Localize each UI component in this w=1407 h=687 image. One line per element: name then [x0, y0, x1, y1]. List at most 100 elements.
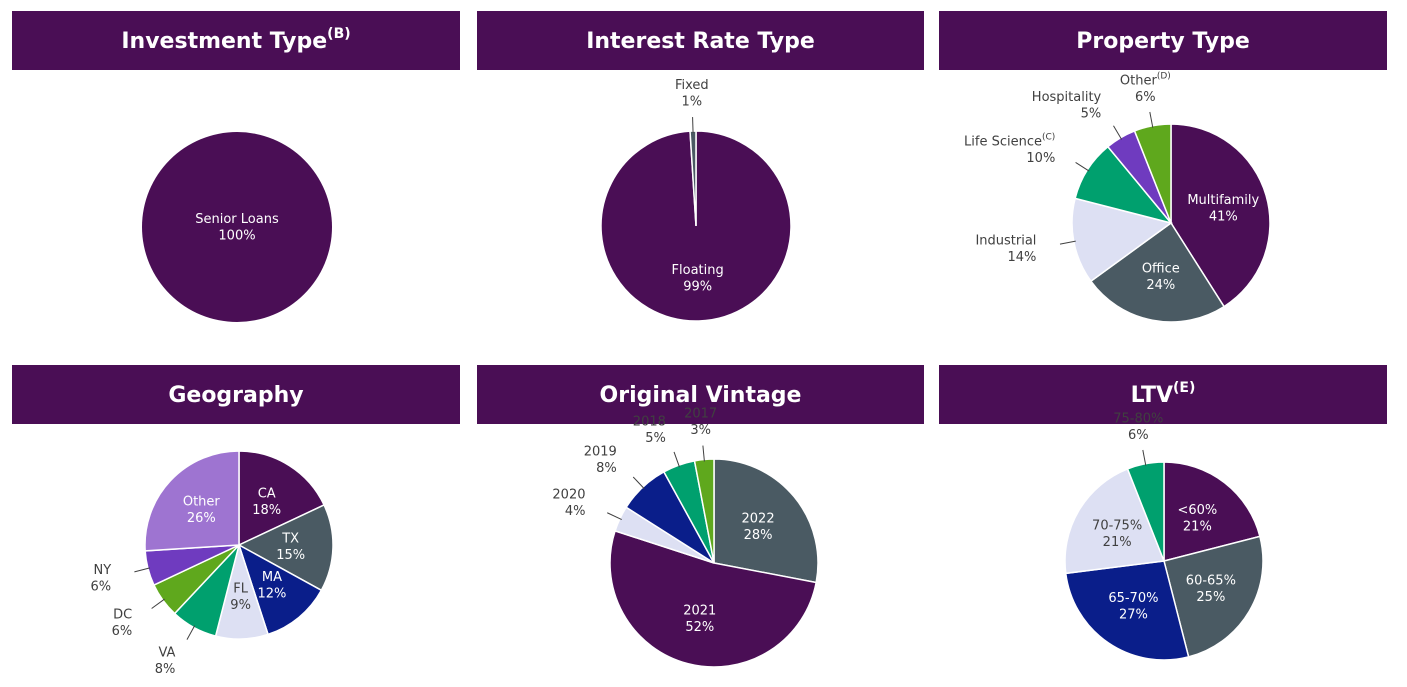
category-name: Other [1120, 73, 1158, 88]
leader-line [607, 512, 622, 521]
slice-label: Multifamily [1187, 192, 1259, 207]
leader-line [692, 117, 694, 134]
category-note: (C) [1042, 132, 1055, 142]
leader-line [151, 598, 165, 609]
value-label: 6% [1135, 90, 1156, 105]
value-label: 28% [744, 528, 773, 543]
value-label: 8% [155, 662, 176, 677]
slice-label: Industrial [975, 233, 1036, 248]
chart-panel: Investment Type(B) Senior Loans 100% [12, 11, 460, 322]
slice-label: Hospitality [1032, 90, 1102, 105]
pie-slice [1064, 467, 1166, 575]
leader-line [134, 567, 151, 573]
slice-label: 60-65% [1186, 573, 1236, 588]
category-name: NY [93, 562, 111, 577]
chart-panel: Interest Rate Type Floating 99% Fixed 1% [477, 11, 924, 322]
value-label: 18% [252, 503, 281, 518]
slice-label: DC [113, 607, 132, 622]
value-label: 6% [1128, 428, 1149, 443]
value-label: 24% [1146, 278, 1175, 293]
title-note: (E) [1173, 380, 1195, 396]
slice-label: Floating [672, 263, 724, 278]
value-label: 6% [112, 624, 133, 639]
chart-panel: Original Vintage 2022 28% 2021 52% 2020 4% 2019… [477, 365, 924, 668]
category-name: Fixed [675, 78, 709, 93]
pie-slice [713, 458, 819, 584]
panel-header [12, 365, 460, 424]
value-label: 14% [1008, 250, 1037, 265]
value-label: 1% [682, 95, 703, 110]
value-label: 4% [565, 504, 586, 519]
value-label: 21% [1183, 519, 1212, 534]
category-name: Hospitality [1032, 90, 1102, 105]
title-text: Interest Rate Type [586, 29, 815, 54]
chart-title: Original Vintage [600, 383, 802, 408]
chart-panel: GeographyCA18%TX15%MA12%FL9%VA8%DC6%NY6%… [12, 365, 460, 677]
value-label: 26% [187, 511, 216, 526]
pie-slice [238, 450, 326, 547]
category-name: Life Science [964, 134, 1042, 149]
value-label: 10% [1026, 151, 1055, 166]
pie-slice [609, 529, 818, 668]
pie-slice [1163, 461, 1261, 562]
value-label: 5% [1081, 107, 1102, 122]
slice-label: VA [158, 645, 175, 660]
value-label: 5% [645, 431, 666, 446]
slice-label: 65-70% [1108, 591, 1158, 606]
category-name: CA [258, 486, 276, 501]
category-name: 2017 [684, 406, 717, 421]
slice-label: CA [258, 486, 276, 501]
slice-label: 75-80% [1113, 411, 1163, 426]
chart-panel: LTV(E) <60% 21% 60-65% 25% 65-70% 27% 70-75% 21%… [939, 365, 1387, 661]
category-name: 60-65% [1186, 573, 1236, 588]
category-name: Multifamily [1187, 192, 1259, 207]
leader-line [702, 445, 705, 462]
slice-label: Fixed [675, 78, 709, 93]
slice-label: Other [183, 494, 221, 509]
slice-label: 2022 [742, 511, 775, 526]
slice-label: <60% [1177, 502, 1217, 517]
pie-slice [237, 503, 334, 592]
chart-title: Geography [168, 383, 303, 408]
chart-panel: Property Type Multifamily 41% Office 24% Indu… [939, 11, 1387, 323]
pie-slice [144, 450, 240, 552]
category-name: MA [262, 569, 282, 584]
pie-slice [237, 543, 323, 636]
slice-label: NY [93, 562, 111, 577]
category-name: 65-70% [1108, 591, 1158, 606]
pie-slice [1064, 560, 1190, 661]
category-name: 2021 [683, 603, 716, 618]
leader-line [1149, 111, 1154, 128]
category-name: VA [158, 645, 175, 660]
title-text: Property Type [1076, 29, 1250, 54]
pie-slice [142, 132, 332, 322]
category-name: 2022 [742, 511, 775, 526]
category-name: Senior Loans [195, 212, 279, 227]
category-name: Other [183, 494, 221, 509]
panel-header [939, 365, 1387, 424]
category-name: Industrial [975, 233, 1036, 248]
slice-label: MA [262, 569, 282, 584]
category-name: FL [233, 581, 248, 596]
value-label: 3% [690, 423, 711, 438]
value-label: 41% [1209, 209, 1238, 224]
value-label: 9% [230, 598, 251, 613]
pie-slice [1163, 535, 1264, 658]
panel-header [939, 11, 1387, 70]
panel-header [12, 11, 460, 70]
slice-label: 70-75% [1092, 518, 1142, 533]
chart-title: LTV(E) [1131, 380, 1196, 408]
category-note: (D) [1157, 71, 1171, 81]
panel-header [477, 365, 924, 424]
slice-label: Senior Loans [195, 212, 279, 227]
leader-line [673, 451, 680, 468]
chart-title: Investment Type(B) [121, 26, 350, 54]
value-label: 12% [258, 586, 287, 601]
slice-label: 2020 [552, 487, 585, 502]
value-label: 6% [91, 579, 112, 594]
value-label: 99% [683, 280, 712, 295]
pie-slice [1089, 221, 1226, 323]
category-name: Office [1142, 261, 1180, 276]
value-label: 52% [685, 620, 714, 635]
leader-line [186, 625, 196, 640]
